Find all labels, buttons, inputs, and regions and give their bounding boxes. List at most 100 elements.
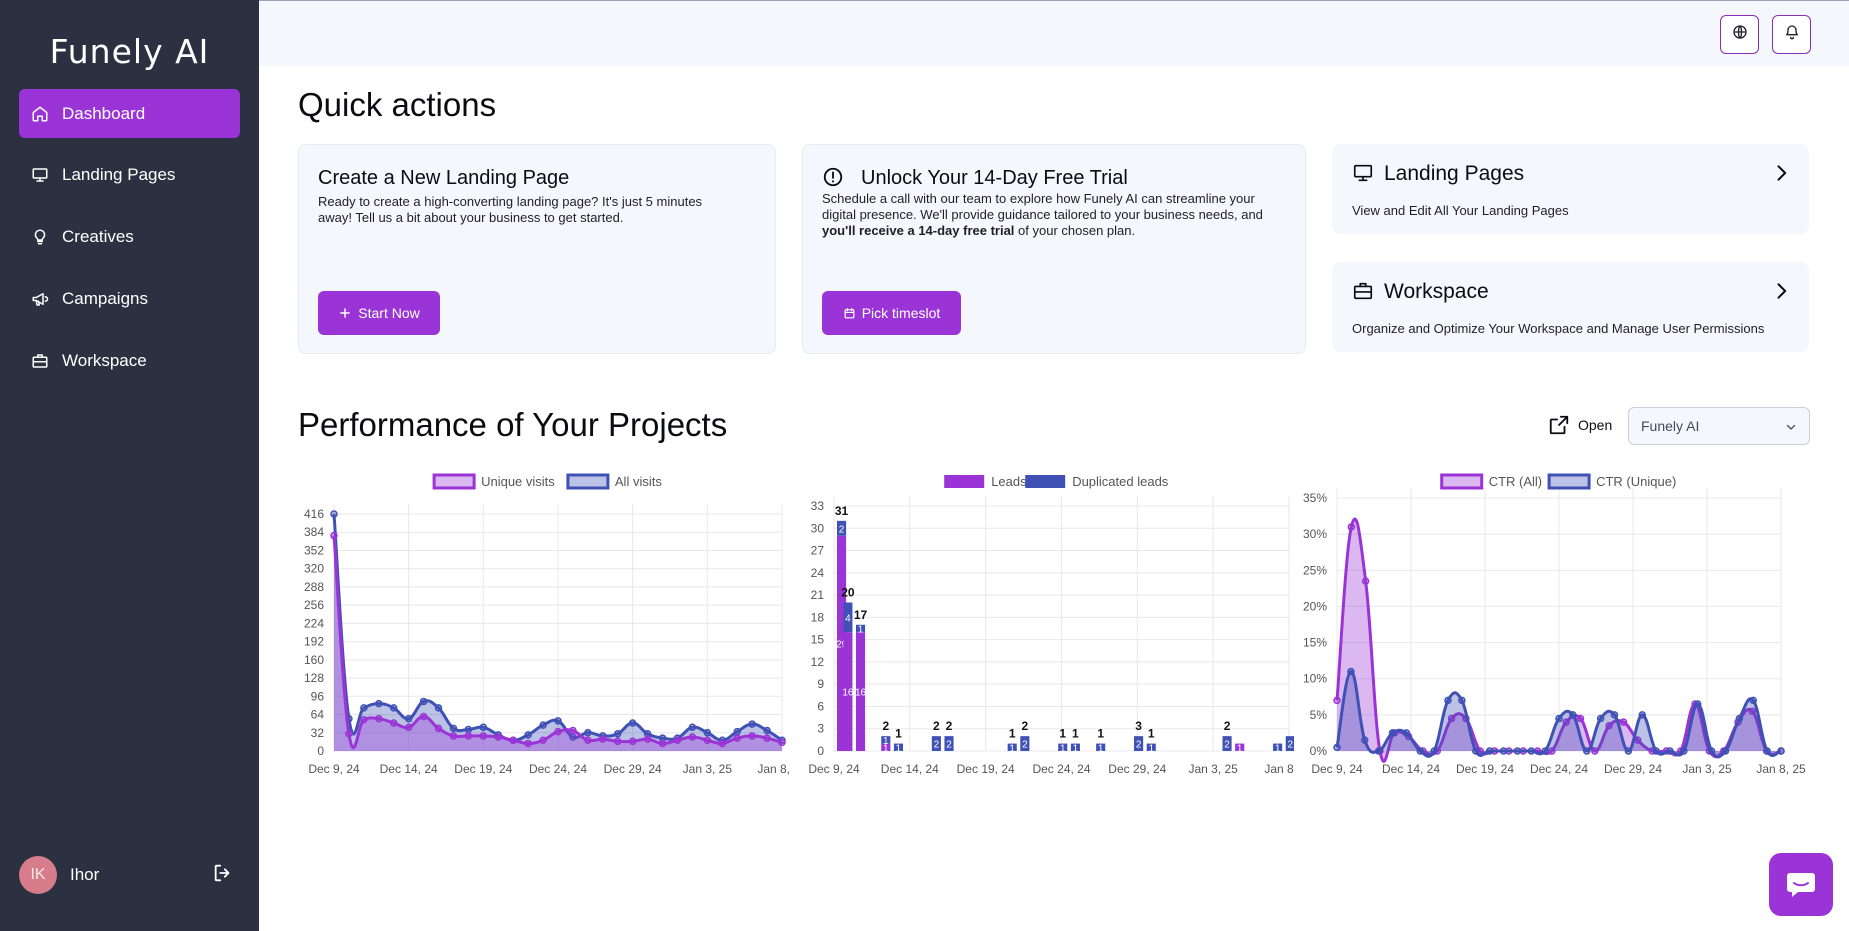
lightbulb-icon: [29, 226, 51, 248]
sidebar-item-creatives[interactable]: Creatives: [19, 212, 240, 261]
y-tick-label: 128: [304, 671, 324, 685]
data-point: [1499, 747, 1508, 755]
data-point: [1333, 743, 1341, 752]
duplicated-bar-label: 4: [845, 613, 851, 624]
data-point: [524, 739, 532, 748]
y-tick-label: 160: [304, 653, 324, 667]
data-point: [1513, 747, 1522, 755]
data-point: [1735, 714, 1744, 723]
data-point: [613, 730, 622, 738]
y-tick-label: 15: [811, 633, 825, 647]
data-point: [345, 730, 353, 738]
notifications-button[interactable]: [1772, 15, 1811, 54]
sidebar-item-label: Campaigns: [62, 288, 148, 308]
data-point: [479, 732, 488, 740]
sidebar-item-dashboard[interactable]: Dashboard: [19, 89, 240, 138]
duplicated-bar-label: 1: [1073, 743, 1079, 754]
series-area: [1337, 671, 1781, 758]
data-point: [554, 727, 562, 736]
data-point: [1458, 696, 1466, 705]
open-link[interactable]: Open: [1548, 414, 1612, 436]
data-point: [1680, 747, 1688, 755]
leads-bar-label: 16: [855, 688, 867, 699]
link-card-title: Workspace: [1384, 280, 1489, 303]
duplicated-leads-bar: [1020, 736, 1030, 751]
briefcase-icon: [1352, 280, 1374, 307]
bar-total-label: 1: [1059, 727, 1066, 741]
leads-bar: [855, 632, 866, 751]
bar-total-label: 20: [841, 586, 855, 600]
y-tick-label: 288: [304, 580, 324, 594]
user-profile[interactable]: IK Ihor: [19, 856, 99, 894]
ctr-chart: 35% 30% 25% 20% 15% 10% 5% 0% Dec 9, 24 Dec 14, 2…: [1294, 468, 1814, 780]
data-point: [1763, 747, 1771, 755]
data-point: [464, 732, 473, 740]
x-tick-label: Dec 24, 24: [1530, 762, 1588, 776]
data-point: [1638, 711, 1646, 719]
bar-total-label: 1: [1097, 727, 1104, 741]
data-point: [524, 731, 532, 739]
app-logo[interactable]: Funely AI: [49, 32, 210, 71]
landing-pages-link-card[interactable]: Landing Pages View and Edit All Your Lan…: [1332, 144, 1809, 234]
duplicated-bar-label: 2: [1287, 740, 1293, 751]
y-tick-label: 0: [817, 744, 824, 758]
data-point: [494, 733, 503, 741]
y-tick-label: 21: [811, 588, 825, 602]
x-tick-label: Dec 9, 24: [308, 762, 360, 776]
y-tick-label: 256: [304, 598, 324, 612]
leads-bar-label: 16: [842, 688, 854, 699]
duplicated-leads-bar: [1134, 736, 1144, 751]
data-point: [599, 735, 607, 743]
link-card-description: View and Edit All Your Landing Pages: [1352, 203, 1569, 218]
project-select[interactable]: Funely AI: [1628, 407, 1810, 445]
leads-bar: [843, 632, 853, 751]
data-point: [1374, 747, 1383, 755]
avatar[interactable]: IK: [19, 856, 57, 894]
language-button[interactable]: [1720, 15, 1759, 54]
data-point: [733, 727, 741, 736]
y-tick-label: 384: [304, 525, 324, 539]
sidebar-item-workspace[interactable]: Workspace: [19, 336, 240, 385]
leads-bar-label: 1: [883, 743, 889, 754]
data-point: [1541, 747, 1549, 755]
visits-chart: 416 384 352 320 288 256 224 192 160 128 96 64 32 0 Dec…: [294, 468, 794, 780]
x-tick-label: Dec 14, 24: [881, 762, 939, 776]
sidebar-item-campaigns[interactable]: Campaigns: [19, 274, 240, 323]
y-tick-label: 20%: [1303, 599, 1327, 613]
data-point: [1430, 747, 1438, 755]
y-tick-label: 18: [811, 610, 825, 624]
duplicated-bar-label: 1: [858, 625, 864, 636]
logout-icon[interactable]: [212, 862, 236, 886]
data-point: [1707, 747, 1716, 755]
series-area: [334, 535, 782, 751]
x-tick-label: Jan 8, 25: [757, 762, 794, 776]
data-point: [778, 738, 786, 747]
chevron-right-icon: [1771, 280, 1791, 307]
start-now-button[interactable]: Start Now: [318, 291, 440, 335]
workspace-link-card[interactable]: Workspace Organize and Optimize Your Wor…: [1332, 262, 1809, 352]
sidebar-item-landing-pages[interactable]: Landing Pages: [19, 150, 240, 199]
data-point: [1749, 696, 1757, 705]
data-point: [360, 704, 368, 712]
bar-total-label: 2: [946, 719, 953, 733]
data-point: [554, 717, 562, 725]
y-tick-label: 96: [311, 689, 325, 703]
chat-widget-button[interactable]: [1769, 853, 1833, 916]
legend-label: CTR (Unique): [1596, 474, 1676, 489]
x-tick-label: Dec 9, 24: [1311, 762, 1363, 776]
duplicated-bar-label: 2: [946, 740, 952, 751]
button-label: Pick timeslot: [861, 305, 941, 321]
external-link-icon: [1549, 415, 1569, 435]
bar-total-label: 1: [1072, 727, 1079, 741]
duplicated-leads-bar: [837, 520, 847, 536]
data-point: [1361, 736, 1369, 744]
x-tick-label: Jan 8, 25: [1756, 762, 1806, 776]
y-tick-label: 320: [304, 562, 324, 576]
data-point: [1666, 747, 1674, 755]
series-area: [1337, 518, 1781, 762]
duplicated-bar-label: 2: [934, 740, 940, 751]
pick-timeslot-button[interactable]: Pick timeslot: [822, 291, 961, 335]
legend-swatch: [1440, 473, 1484, 490]
leads-bar: [1235, 743, 1245, 751]
duplicated-leads-bar: [843, 602, 853, 633]
